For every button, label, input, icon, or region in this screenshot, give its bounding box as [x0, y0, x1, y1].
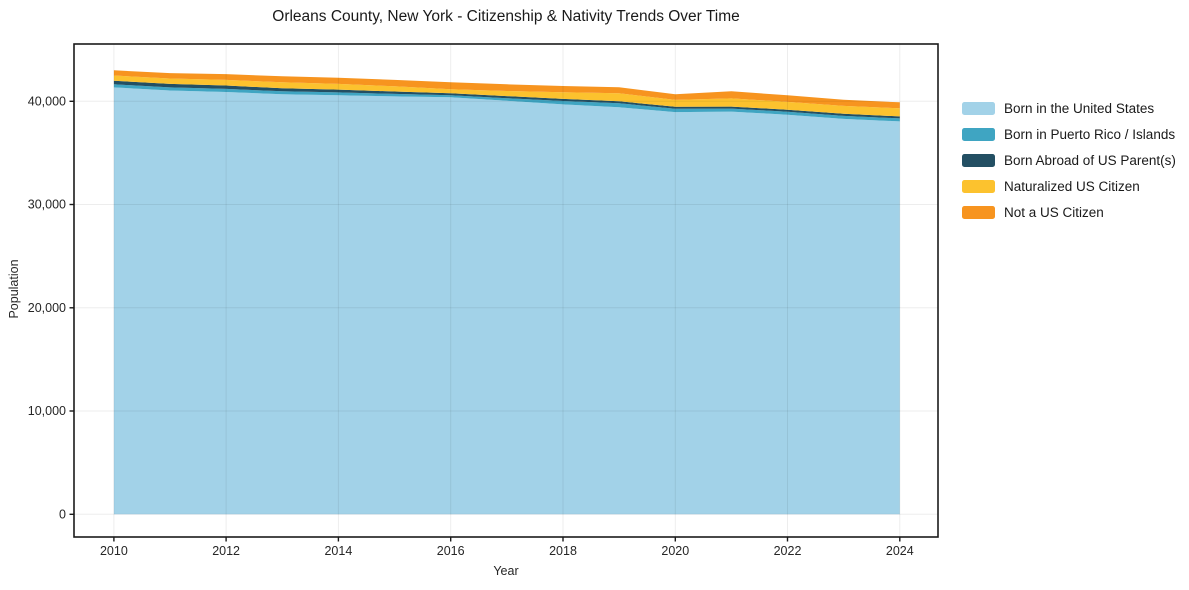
chart-title: Orleans County, New York - Citizenship &… — [272, 8, 740, 25]
legend-label: Not a US Citizen — [1004, 204, 1104, 220]
y-axis-label: Population — [7, 259, 21, 319]
legend-swatch-icon — [962, 205, 995, 219]
series-band-1 — [113, 84, 900, 122]
axes-box — [73, 43, 939, 538]
series-band-4 — [113, 70, 900, 109]
y-tick-label: 20,000 — [28, 301, 66, 315]
series-band-0 — [113, 87, 900, 515]
x-tick-label: 2018 — [549, 544, 577, 558]
legend-swatch-icon — [962, 153, 995, 167]
y-tick-label: 40,000 — [28, 94, 66, 108]
x-tick-label: 2024 — [886, 544, 914, 558]
x-tick-label: 2016 — [437, 544, 465, 558]
x-tick-label: 2022 — [774, 544, 802, 558]
x-tick-label: 2012 — [212, 544, 240, 558]
legend-label: Born Abroad of US Parent(s) — [1004, 152, 1176, 168]
series-band-3 — [113, 75, 900, 117]
x-tick-label: 2014 — [324, 544, 352, 558]
legend-swatch-icon — [962, 179, 995, 193]
y-tick-label: 0 — [59, 507, 66, 521]
legend-label: Naturalized US Citizen — [1004, 178, 1140, 194]
legend-label: Born in the United States — [1004, 100, 1155, 116]
legend-swatch-icon — [962, 101, 995, 115]
legend-item: Not a US Citizen — [962, 204, 1176, 220]
x-axis-label: Year — [493, 564, 519, 578]
legend-item: Born Abroad of US Parent(s) — [962, 152, 1176, 168]
legend: Born in the United States Born in Puerto … — [962, 100, 1176, 220]
legend-item: Born in the United States — [962, 100, 1176, 116]
series-band-2 — [113, 80, 900, 119]
legend-item: Naturalized US Citizen — [962, 178, 1176, 194]
y-tick-label: 30,000 — [28, 198, 66, 212]
x-tick-label: 2020 — [661, 544, 689, 558]
legend-item: Born in Puerto Rico / Islands — [962, 126, 1176, 142]
y-tick-label: 10,000 — [28, 404, 66, 418]
legend-swatch-icon — [962, 127, 995, 141]
x-tick-label: 2010 — [100, 544, 128, 558]
legend-label: Born in Puerto Rico / Islands — [1004, 126, 1176, 142]
